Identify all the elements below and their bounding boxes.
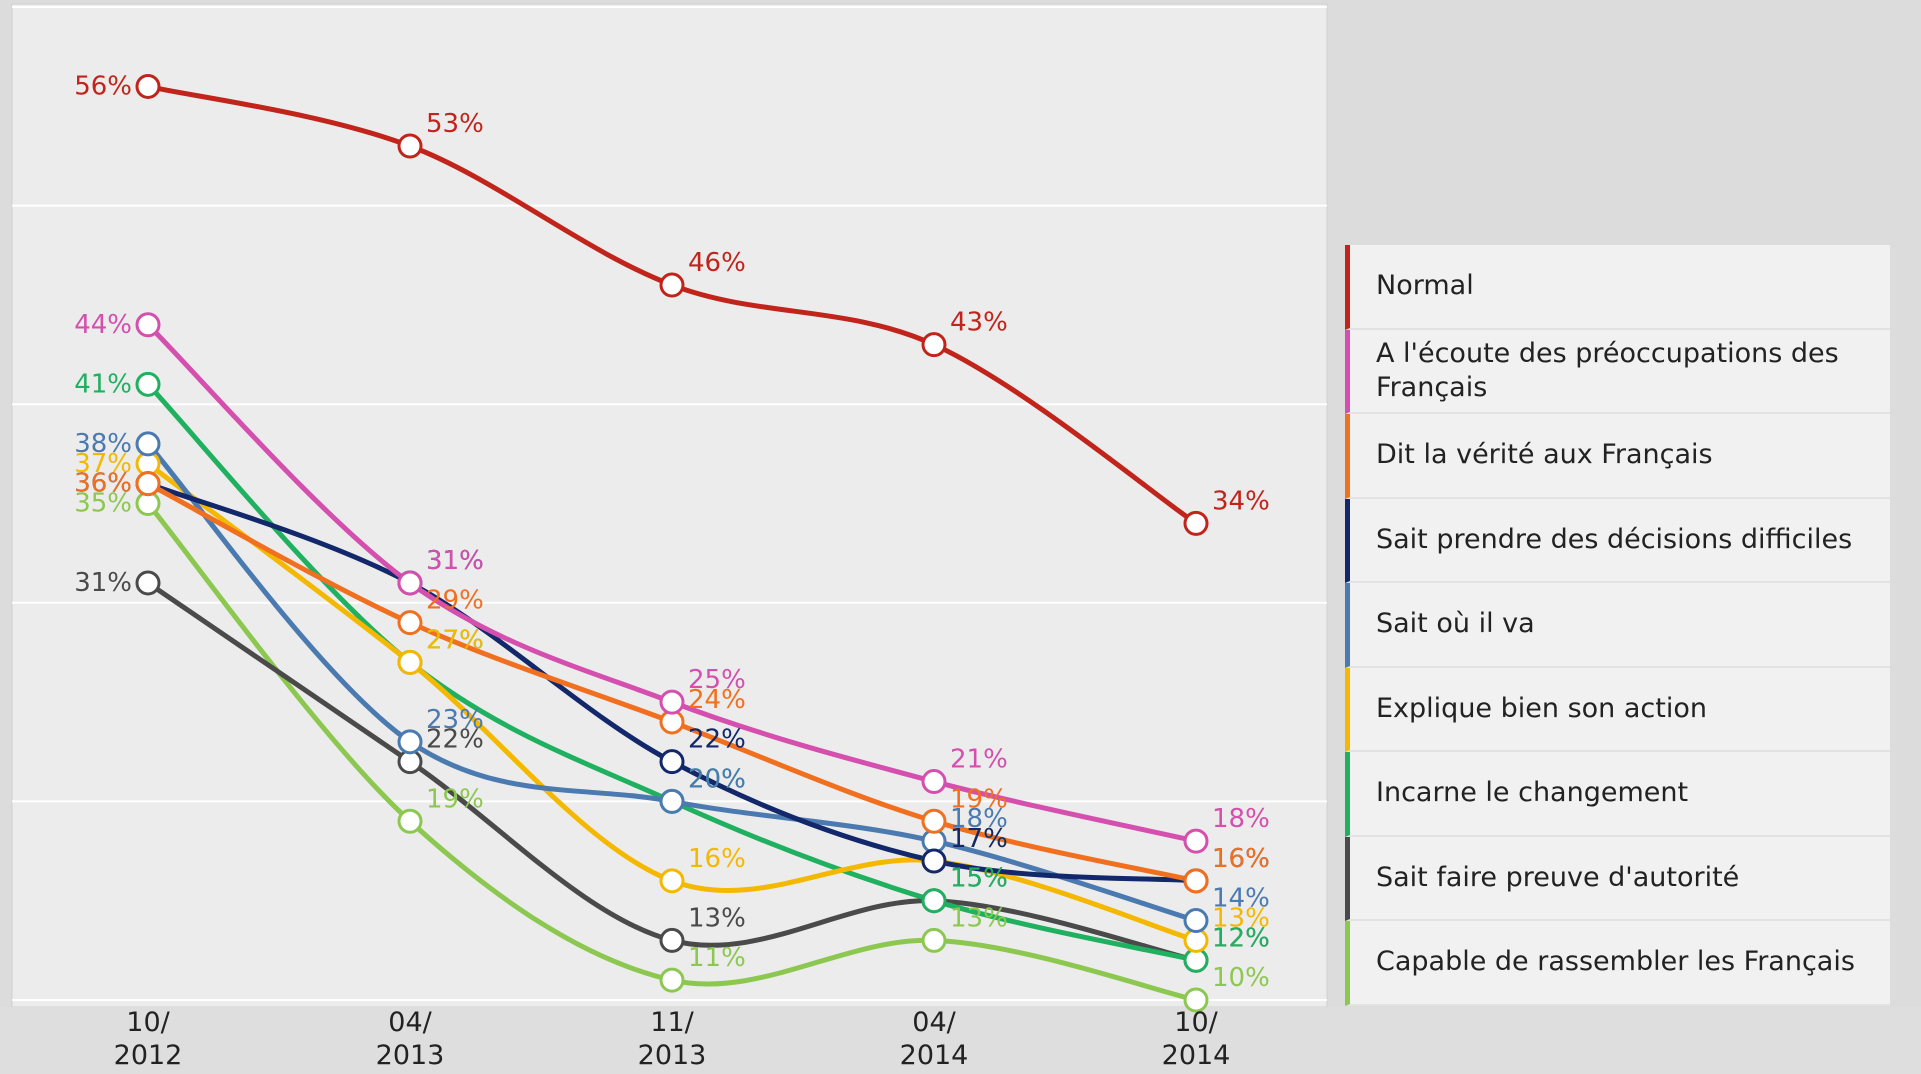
axis-band <box>0 1007 1921 1074</box>
data-label: 11% <box>688 943 746 973</box>
x-tick-label: 10/ 2012 <box>113 1007 183 1071</box>
data-label: 12% <box>1212 923 1270 953</box>
data-label: 24% <box>688 685 746 715</box>
data-label: 13% <box>950 903 1008 933</box>
data-label: 23% <box>426 705 484 735</box>
x-tick-label: 10/ 2014 <box>1161 1007 1231 1071</box>
legend-item: Sait prendre des décisions difficiles <box>1345 498 1890 583</box>
data-point <box>659 967 685 993</box>
data-label: 13% <box>688 903 746 933</box>
data-label: 27% <box>426 625 484 655</box>
data-label: 16% <box>688 844 746 874</box>
data-label: 29% <box>426 586 484 616</box>
data-label: 35% <box>74 489 132 519</box>
data-label: 46% <box>688 248 746 278</box>
data-label: 18% <box>1212 804 1270 834</box>
data-point <box>659 927 685 953</box>
data-point <box>1183 868 1209 894</box>
data-label: 37% <box>74 449 132 479</box>
legend-item: Explique bien son action <box>1345 667 1890 752</box>
data-label: 16% <box>1212 844 1270 874</box>
data-point <box>135 471 161 497</box>
data-label: 25% <box>688 665 746 695</box>
data-label: 10% <box>1212 963 1270 993</box>
data-point <box>659 788 685 814</box>
data-label: 14% <box>1212 884 1270 914</box>
legend-item: Incarne le changement <box>1345 752 1890 837</box>
data-label: 27% <box>426 625 484 655</box>
x-tick-label: 04/ 2014 <box>899 1007 969 1071</box>
data-point <box>921 888 947 914</box>
data-point <box>135 371 161 397</box>
series-line <box>146 382 1197 963</box>
data-label: 15% <box>950 864 1008 894</box>
plot-area <box>11 3 1328 1008</box>
series-line <box>146 501 1197 1003</box>
data-point <box>659 689 685 715</box>
data-label: 34% <box>1212 486 1270 516</box>
data-point <box>397 729 423 755</box>
x-tick-label: 11/ 2013 <box>637 1007 707 1071</box>
data-label: 17% <box>950 824 1008 854</box>
data-point <box>921 769 947 795</box>
data-label: 18% <box>950 804 1008 834</box>
data-point <box>135 431 161 457</box>
data-point <box>921 927 947 953</box>
data-label: 44% <box>74 310 132 340</box>
data-label: 22% <box>688 725 746 755</box>
legend-item: A l'écoute des préoccupations des França… <box>1345 329 1890 414</box>
data-label: 17% <box>950 824 1008 854</box>
data-label: 12% <box>1212 923 1270 953</box>
data-point <box>659 272 685 298</box>
data-point <box>397 649 423 675</box>
data-point <box>921 332 947 358</box>
data-point <box>1183 828 1209 854</box>
data-point <box>1183 908 1209 934</box>
legend-item: Normal <box>1345 245 1890 330</box>
data-label: 31% <box>74 568 132 598</box>
legend-item: Sait où il va <box>1345 583 1890 668</box>
data-point <box>135 312 161 338</box>
data-label: 16% <box>1212 844 1270 874</box>
data-point <box>397 808 423 834</box>
legend-item: Sait faire preuve d'autorité <box>1345 836 1890 921</box>
data-label: 56% <box>74 71 132 101</box>
series-line <box>146 461 1197 943</box>
data-point <box>397 133 423 159</box>
data-point <box>397 570 423 596</box>
data-label: 19% <box>426 784 484 814</box>
data-point <box>659 868 685 894</box>
data-label: 31% <box>426 546 484 576</box>
data-label: 43% <box>950 308 1008 338</box>
data-label: 36% <box>74 469 132 499</box>
data-label: 22% <box>426 725 484 755</box>
data-point <box>1183 510 1209 536</box>
data-label: 38% <box>74 429 132 459</box>
legend: Normal A l'écoute des préoccupations des … <box>1345 245 1890 1006</box>
data-point <box>921 808 947 834</box>
data-label: 31% <box>426 546 484 576</box>
data-label: 20% <box>688 764 746 794</box>
data-label: 53% <box>426 109 484 139</box>
data-point <box>135 73 161 99</box>
legend-item: Dit la vérité aux Français <box>1345 414 1890 499</box>
data-point <box>659 749 685 775</box>
data-label: 19% <box>950 784 1008 814</box>
data-point <box>1183 987 1209 1013</box>
data-label: 20% <box>688 764 746 794</box>
data-label: 36% <box>74 469 132 499</box>
data-label: 15% <box>950 864 1008 894</box>
legend-item: Capable de rassembler les Français <box>1345 921 1890 1006</box>
series-line <box>146 322 1197 844</box>
data-label: 13% <box>1212 903 1270 933</box>
data-point <box>397 610 423 636</box>
data-label: 41% <box>74 369 132 399</box>
x-tick-label: 04/ 2013 <box>375 1007 445 1071</box>
series-line <box>146 442 1197 923</box>
data-point <box>921 848 947 874</box>
data-label: 21% <box>950 745 1008 775</box>
data-point <box>135 570 161 596</box>
